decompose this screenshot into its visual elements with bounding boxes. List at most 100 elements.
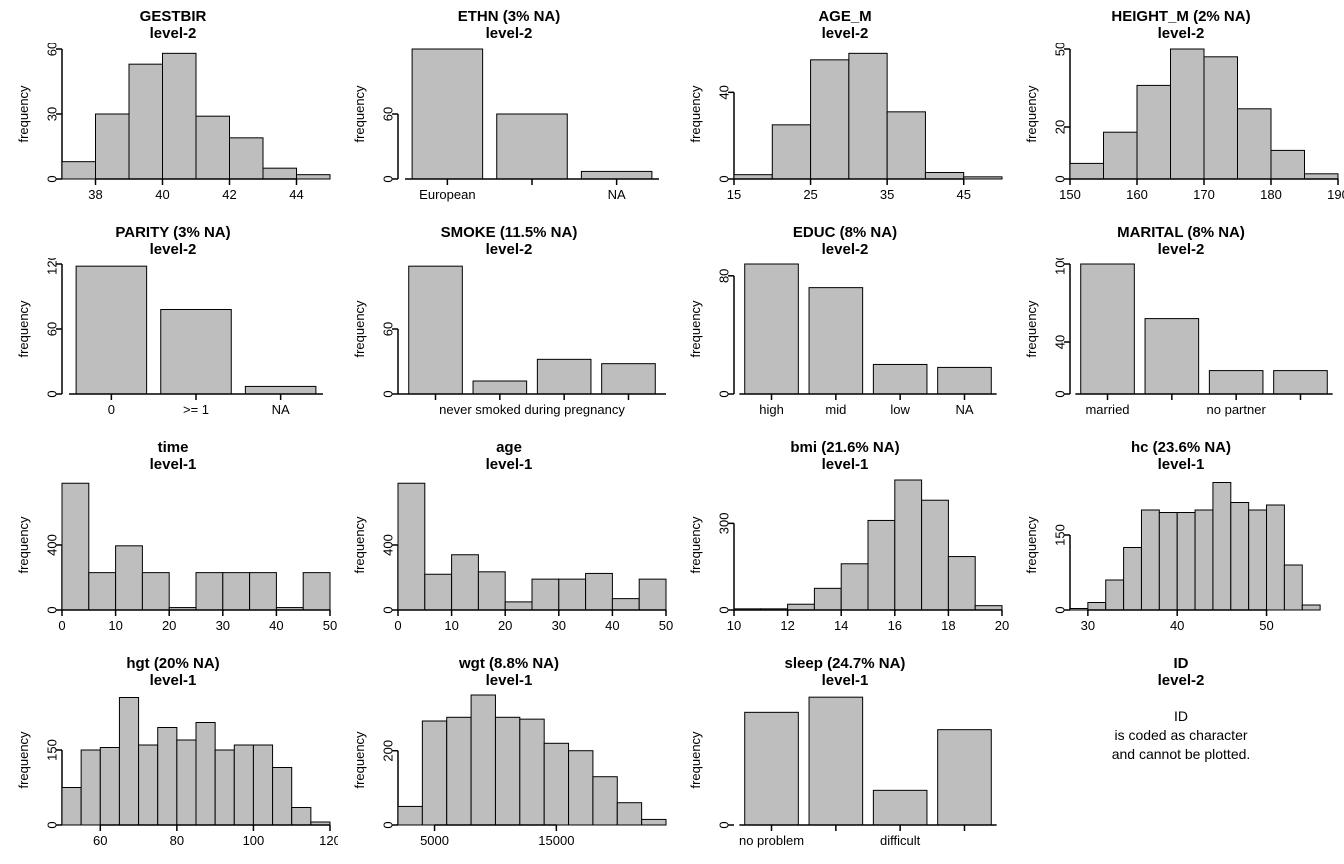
hist-bar <box>263 168 297 179</box>
ytick-label: 300 <box>716 512 731 534</box>
panel-title1: PARITY (3% NA) <box>8 224 338 241</box>
plot-svg: 02050frequency150160170180190 <box>1016 43 1344 213</box>
ytick-label: 60 <box>44 322 59 336</box>
panel-titles: SMOKE (11.5% NA)level-2 <box>344 224 674 259</box>
xtick-label: 5000 <box>420 833 449 848</box>
panel-title2: level-2 <box>1016 25 1344 42</box>
hist-bar <box>1267 505 1285 610</box>
plot-area: 060120frequency0>= 1NA <box>8 258 338 433</box>
panel-title1: ETHN (3% NA) <box>344 8 674 25</box>
hist-bar <box>1141 510 1159 610</box>
hist-bar <box>297 174 331 178</box>
xtick-label: 160 <box>1126 187 1148 202</box>
hist-bar <box>544 743 568 825</box>
hist-bar <box>142 572 169 609</box>
plot-area: 03060frequency38404244 <box>8 43 338 218</box>
xtick-label: 20 <box>498 618 512 633</box>
ytick-label: 0 <box>716 175 731 182</box>
ytick-label: 120 <box>44 258 59 275</box>
panel-parity: PARITY (3% NA)level-2060120frequency0>= … <box>8 224 338 434</box>
xtick-label: 30 <box>1081 618 1095 633</box>
hist-bar <box>811 59 849 178</box>
y-axis-label: frequency <box>16 300 31 358</box>
plot-area: 0200frequency500015000 <box>344 689 674 864</box>
panel-titles: timelevel-1 <box>8 439 338 474</box>
plot-svg: 040frequency15253545 <box>680 43 1010 213</box>
cat-bar <box>161 310 232 395</box>
hist-bar <box>849 53 887 179</box>
hist-bar <box>612 598 639 609</box>
xtick-label: 0 <box>58 618 65 633</box>
ytick-label: 60 <box>44 43 59 56</box>
chart-grid: GESTBIRlevel-203060frequency38404244ETHN… <box>8 8 1336 856</box>
plot-area: 060frequencynever smoked during pregnanc… <box>344 258 674 433</box>
panel-titles: hgt (20% NA)level-1 <box>8 655 338 690</box>
ytick-label: 60 <box>380 106 395 120</box>
xtick-label: 10 <box>444 618 458 633</box>
xtick-label: 44 <box>289 187 303 202</box>
ytick-label: 400 <box>380 534 395 556</box>
hist-bar <box>196 723 215 826</box>
hist-bar <box>62 483 89 610</box>
hist-bar <box>1238 108 1272 178</box>
panel-agem: AGE_Mlevel-2040frequency15253545 <box>680 8 1010 218</box>
panel-titles: hc (23.6% NA)level-1 <box>1016 439 1344 474</box>
plot-svg: 0300frequency101214161820 <box>680 474 1010 644</box>
hist-bar <box>1137 85 1171 179</box>
hist-bar <box>96 114 130 179</box>
y-axis-label: frequency <box>352 731 367 789</box>
xtick-label: 50 <box>323 618 337 633</box>
plot-svg: 060frequencyEuropeanNA <box>344 43 674 213</box>
panel-titles: wgt (8.8% NA)level-1 <box>344 655 674 690</box>
panel-titles: bmi (21.6% NA)level-1 <box>680 439 1010 474</box>
hist-bar <box>841 563 868 609</box>
xtick-label: 35 <box>880 187 894 202</box>
panel-heightm: HEIGHT_M (2% NA)level-202050frequency150… <box>1016 8 1344 218</box>
cat-bar <box>76 266 147 394</box>
hist-bar <box>223 572 250 609</box>
hist-bar <box>1088 602 1106 610</box>
ytick-label: 0 <box>380 175 395 182</box>
panel-message: IDis coded as characterand cannot be plo… <box>1112 707 1251 764</box>
panel-titles: ETHN (3% NA)level-2 <box>344 8 674 43</box>
cat-bar <box>745 264 799 394</box>
plot-svg: 03060frequency38404244 <box>8 43 338 213</box>
panel-titles: MARITAL (8% NA)level-2 <box>1016 224 1344 259</box>
hist-bar <box>505 601 532 609</box>
hist-bar <box>1249 510 1267 610</box>
hist-bar <box>639 579 666 610</box>
panel-title1: bmi (21.6% NA) <box>680 439 1010 456</box>
xtick-label: 40 <box>155 187 169 202</box>
hist-bar <box>887 111 925 178</box>
cat-bar <box>809 697 863 825</box>
ytick-label: 0 <box>44 175 59 182</box>
ytick-label: 40 <box>716 85 731 99</box>
panel-title2: level-1 <box>344 456 674 473</box>
ytick-label: 80 <box>716 269 731 283</box>
xtick-label: European <box>419 187 475 202</box>
panel-title1: EDUC (8% NA) <box>680 224 1010 241</box>
hist-bar <box>273 768 292 826</box>
ytick-label: 40 <box>1052 335 1067 349</box>
plot-area: 0frequencyno problemdifficult <box>680 689 1010 864</box>
xtick-label: NA <box>955 402 973 417</box>
panel-title2: level-2 <box>680 241 1010 258</box>
panel-gestbir: GESTBIRlevel-203060frequency38404244 <box>8 8 338 218</box>
hist-bar <box>1124 547 1142 610</box>
cat-bar <box>602 364 656 394</box>
xtick-label: 12 <box>780 618 794 633</box>
panel-title1: ID <box>1158 655 1205 672</box>
xtick-label: 10 <box>727 618 741 633</box>
y-axis-label: frequency <box>16 515 31 573</box>
xtick-label: never smoked during pregnancy <box>439 402 625 417</box>
plot-area: 02050frequency150160170180190 <box>1016 43 1344 218</box>
hist-bar <box>158 728 177 826</box>
panel-title1: AGE_M <box>680 8 1010 25</box>
panel-titles: AGE_Mlevel-2 <box>680 8 1010 43</box>
plot-svg: 0400frequency01020304050 <box>8 474 338 644</box>
plot-svg: 0150frequency6080100120 <box>8 689 338 859</box>
hist-bar <box>593 777 617 825</box>
panel-titles: HEIGHT_M (2% NA)level-2 <box>1016 8 1344 43</box>
xtick-label: 100 <box>243 833 265 848</box>
hist-bar <box>250 572 277 609</box>
